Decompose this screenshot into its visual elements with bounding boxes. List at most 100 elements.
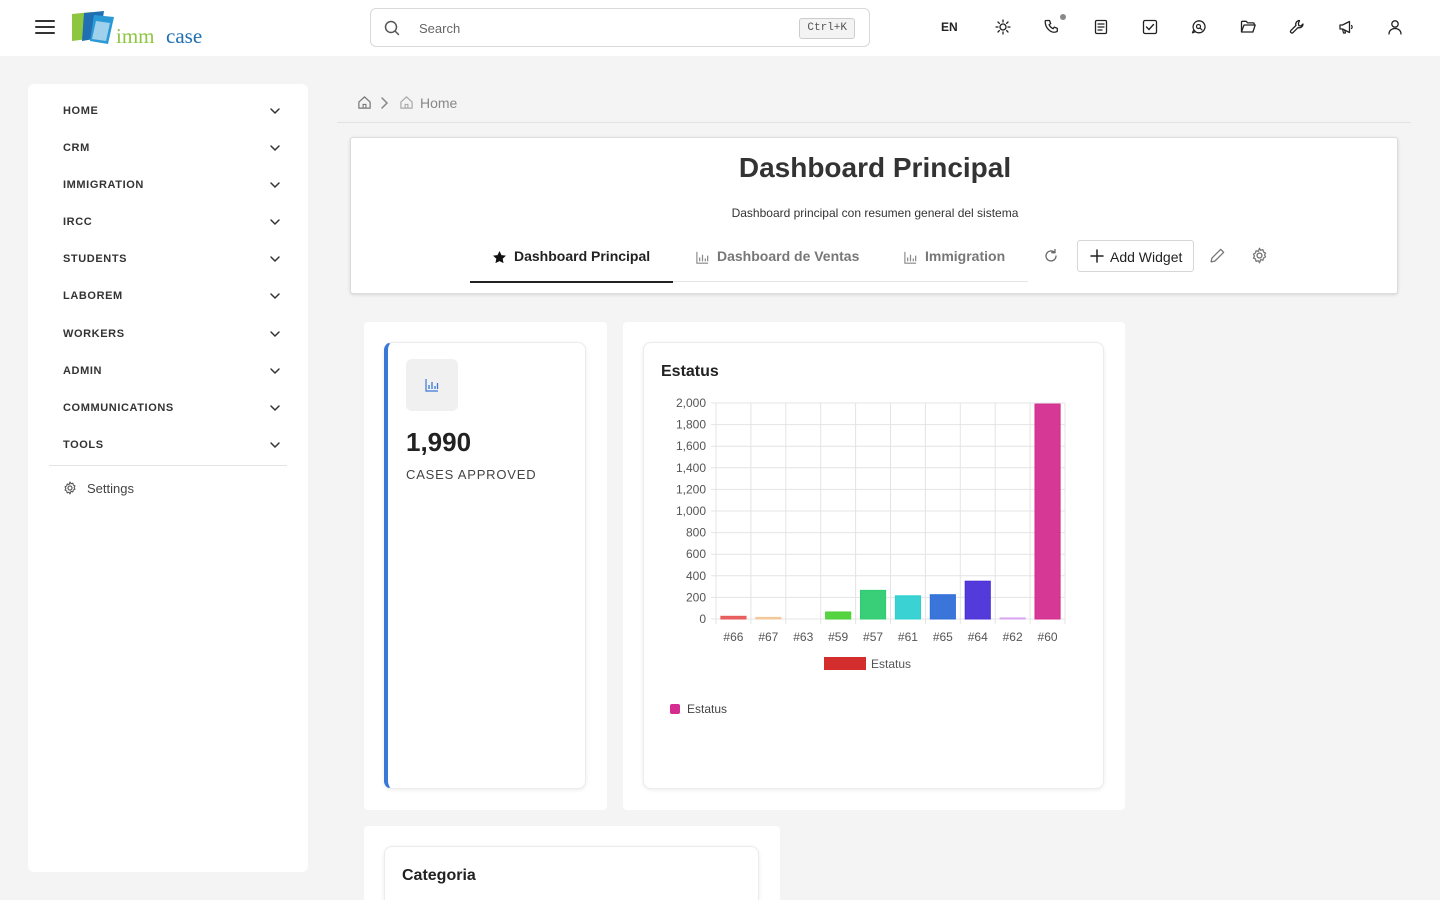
bar-61 xyxy=(894,595,922,620)
app-logo[interactable]: imm case xyxy=(70,11,210,48)
tab-dashboard-principal[interactable]: Dashboard Principal xyxy=(470,241,673,283)
bar-60 xyxy=(1034,403,1061,620)
user-profile-icon[interactable] xyxy=(1384,16,1406,38)
sidebar-item-admin[interactable]: ADMIN xyxy=(63,361,281,381)
chevron-down-icon xyxy=(269,252,281,270)
y-tick-label: 2,000 xyxy=(676,396,706,410)
search-bar[interactable]: Ctrl+K xyxy=(370,8,870,47)
gear-icon xyxy=(63,481,77,500)
sidebar-item-label: COMMUNICATIONS xyxy=(63,402,174,414)
gear-icon[interactable] xyxy=(1251,247,1268,269)
home-icon xyxy=(399,95,414,115)
phone-icon[interactable] xyxy=(1041,16,1063,38)
search-shortcut-badge: Ctrl+K xyxy=(799,18,855,39)
sidebar-item-immigration[interactable]: IMMIGRATION xyxy=(63,175,281,195)
estatus-bar-chart: 0 200 400 600 800 1,000 1,200 1,400 1,600 1,800 2,… xyxy=(676,396,1066,671)
sidebar-item-students[interactable]: STUDENTS xyxy=(63,249,281,269)
tab-immigration[interactable]: Immigration xyxy=(881,241,1028,283)
bar-67 xyxy=(755,616,782,620)
bar-65 xyxy=(929,594,956,620)
sidebar-item-crm[interactable]: CRM xyxy=(63,138,281,158)
chevron-down-icon xyxy=(269,141,281,159)
chart-title: Categoria xyxy=(402,867,476,884)
tab-label: Dashboard de Ventas xyxy=(717,248,860,264)
document-list-icon[interactable] xyxy=(1090,16,1112,38)
stat-card: 1,990 CASES APPROVED xyxy=(384,342,586,789)
legend-swatch xyxy=(670,704,680,714)
x-tick-label: #61 xyxy=(898,630,918,644)
bar-64 xyxy=(964,580,991,620)
sidebar-item-settings[interactable]: Settings xyxy=(63,478,263,500)
megaphone-icon[interactable] xyxy=(1335,16,1357,38)
language-switcher[interactable]: EN xyxy=(941,20,958,34)
legend-swatch xyxy=(824,657,866,670)
widget-panel-cases-approved: 1,990 CASES APPROVED xyxy=(364,322,607,810)
sidebar-item-label: CRM xyxy=(63,142,90,154)
chat-search-icon[interactable] xyxy=(1188,16,1210,38)
bar-62 xyxy=(999,617,1026,620)
y-tick-label: 1,000 xyxy=(676,504,706,518)
chevron-down-icon xyxy=(269,327,281,345)
dashboard-header: Dashboard Principal Dashboard principal … xyxy=(350,137,1398,294)
bar-66 xyxy=(720,615,747,620)
x-tick-label: #60 xyxy=(1038,630,1058,644)
search-icon xyxy=(384,20,400,41)
sidebar-item-label: HOME xyxy=(63,105,99,117)
settings-label: Settings xyxy=(87,481,134,496)
plus-icon xyxy=(1089,248,1105,269)
y-tick-label: 600 xyxy=(686,547,706,561)
sidebar-item-workers[interactable]: WORKERS xyxy=(63,324,281,344)
chevron-down-icon xyxy=(269,401,281,419)
y-tick-label: 1,400 xyxy=(676,461,706,475)
search-input[interactable] xyxy=(419,18,779,38)
sun-icon[interactable] xyxy=(992,16,1014,38)
sidebar-item-communications[interactable]: COMMUNICATIONS xyxy=(63,398,281,418)
home-icon[interactable] xyxy=(357,95,372,115)
sidebar-item-laborem[interactable]: LABOREM xyxy=(63,286,281,306)
stat-value: 1,990 xyxy=(406,427,472,457)
y-tick-label: 1,200 xyxy=(676,482,706,496)
chevron-down-icon xyxy=(269,364,281,382)
breadcrumb-divider xyxy=(337,122,1411,123)
logo-text-case: case xyxy=(166,24,203,48)
x-tick-label: #63 xyxy=(793,630,813,644)
sidebar-item-home[interactable]: HOME xyxy=(63,101,281,121)
breadcrumb-home-link[interactable]: Home xyxy=(420,95,458,111)
task-check-icon[interactable] xyxy=(1139,16,1161,38)
sidebar-item-ircc[interactable]: IRCC xyxy=(63,212,281,232)
widget-panel-estatus: Estatus 0 200 400 600 800 1,000 1,200 1,400 1,60… xyxy=(623,322,1125,810)
x-tick-label: #65 xyxy=(933,630,953,644)
hamburger-menu-icon[interactable] xyxy=(34,17,56,37)
add-widget-label: Add Widget xyxy=(1110,249,1183,265)
chevron-down-icon xyxy=(269,104,281,122)
sidebar-divider xyxy=(49,465,287,466)
sidebar: HOME CRM IMMIGRATION IRCC STUDENTS LABOR… xyxy=(28,84,308,872)
tab-dashboard-ventas[interactable]: Dashboard de Ventas xyxy=(673,241,881,283)
sidebar-item-label: TOOLS xyxy=(63,439,104,451)
tab-label: Dashboard Principal xyxy=(514,248,651,264)
y-tick-label: 1,600 xyxy=(676,439,706,453)
widget-panel-categoria: Categoria xyxy=(364,826,780,900)
chevron-right-icon xyxy=(379,96,389,115)
notification-dot xyxy=(1060,14,1066,20)
chevron-down-icon xyxy=(269,178,281,196)
y-tick-label: 200 xyxy=(686,590,706,604)
sidebar-item-label: IMMIGRATION xyxy=(63,179,144,191)
logo-text-imm: imm xyxy=(116,24,155,48)
sidebar-item-label: ADMIN xyxy=(63,365,103,377)
logo-mark-icon xyxy=(72,11,114,44)
x-tick-label: #59 xyxy=(828,630,848,644)
tab-label: Immigration xyxy=(925,248,1006,264)
bar-chart-icon xyxy=(406,359,458,411)
y-tick-label: 0 xyxy=(699,612,706,626)
wrench-icon[interactable] xyxy=(1286,16,1308,38)
page-title: Dashboard Principal xyxy=(738,152,1012,183)
add-widget-button[interactable]: Add Widget xyxy=(1077,240,1194,272)
sidebar-item-tools[interactable]: TOOLS xyxy=(63,435,281,455)
refresh-icon[interactable] xyxy=(1043,248,1059,269)
x-tick-label: #66 xyxy=(723,630,743,644)
bar-chart-icon xyxy=(903,250,918,270)
pencil-icon[interactable] xyxy=(1209,247,1226,269)
folder-open-icon[interactable] xyxy=(1237,16,1259,38)
y-tick-label: 1,800 xyxy=(676,418,706,432)
